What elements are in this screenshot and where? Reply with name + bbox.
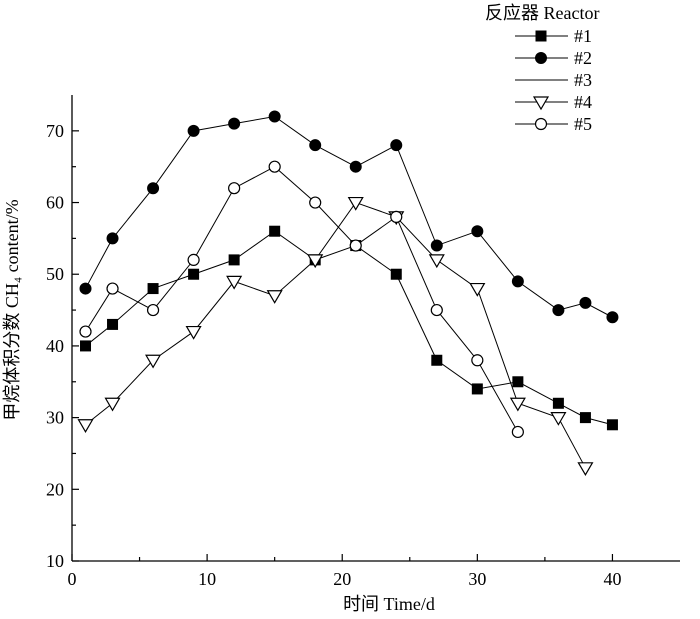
data-point xyxy=(349,160,362,173)
data-point xyxy=(147,182,160,195)
legend-marker xyxy=(532,96,550,111)
x-tick-label: 0 xyxy=(68,569,77,589)
data-point xyxy=(469,282,486,297)
data-point xyxy=(268,110,281,123)
legend-marker xyxy=(534,117,548,131)
data-point xyxy=(79,325,92,338)
legend-item: #5 xyxy=(515,114,592,134)
data-point xyxy=(106,232,119,245)
legend-item: #3 xyxy=(515,70,592,90)
data-point xyxy=(511,275,524,288)
data-point xyxy=(228,182,241,195)
y-tick-label: 40 xyxy=(46,336,64,356)
legend-item: #1 xyxy=(515,26,592,46)
legend-marker xyxy=(535,52,547,64)
data-point xyxy=(107,318,119,330)
legend-item: #4 xyxy=(515,92,592,112)
data-point xyxy=(390,268,402,280)
data-point xyxy=(349,239,362,252)
data-point xyxy=(390,139,403,152)
data-point xyxy=(185,325,202,340)
y-axis-title: 甲烷体积分数 CH₄ content/% xyxy=(2,199,22,420)
data-point xyxy=(307,254,324,269)
data-point xyxy=(471,225,484,238)
data-point xyxy=(471,354,484,367)
series-line xyxy=(85,230,613,426)
series-line xyxy=(85,201,586,469)
y-tick-label: 70 xyxy=(46,121,64,141)
data-point xyxy=(471,383,483,395)
legend: 反应器 Reactor #1#2#3#4#5 xyxy=(485,3,599,134)
data-point xyxy=(269,225,281,237)
legend-label: #1 xyxy=(574,26,592,46)
data-point xyxy=(390,210,403,223)
data-point xyxy=(309,139,322,152)
data-point xyxy=(552,397,564,409)
x-axis-title: 时间 Time/d xyxy=(343,594,435,614)
data-point xyxy=(145,354,162,369)
legend-item: #2 xyxy=(515,48,592,68)
data-point xyxy=(606,311,619,324)
data-point xyxy=(106,282,119,295)
data-point xyxy=(430,239,443,252)
y-tick-label: 50 xyxy=(46,264,64,284)
data-point xyxy=(430,303,443,317)
data-point xyxy=(226,275,243,290)
series-line xyxy=(85,115,613,318)
x-tick-label: 20 xyxy=(333,569,351,589)
legend-label: #4 xyxy=(574,92,592,112)
data-point xyxy=(577,462,594,476)
legend-label: #3 xyxy=(574,70,592,90)
data-point xyxy=(552,304,565,317)
x-tick-label: 40 xyxy=(603,569,621,589)
data-point xyxy=(147,283,159,295)
data-point xyxy=(188,268,200,280)
data-point xyxy=(266,290,283,304)
series-1 xyxy=(80,225,618,431)
y-tick-label: 10 xyxy=(46,551,64,571)
data-point xyxy=(511,425,524,439)
data-point xyxy=(309,196,322,209)
data-point xyxy=(268,160,281,173)
data-point xyxy=(187,253,200,266)
data-point xyxy=(579,412,591,424)
data-point xyxy=(104,397,121,412)
y-tick-label: 60 xyxy=(46,193,64,213)
series-line xyxy=(85,166,519,433)
data-point xyxy=(228,254,240,266)
data-point xyxy=(80,340,92,352)
data-point xyxy=(606,419,618,431)
legend-title: 反应器 Reactor xyxy=(485,3,599,23)
series-5 xyxy=(79,160,524,439)
data-point xyxy=(228,117,241,130)
y-tick-label: 20 xyxy=(46,479,64,499)
legend-label: #5 xyxy=(574,114,592,134)
data-point xyxy=(187,124,200,137)
series-2 xyxy=(79,110,619,324)
data-point xyxy=(431,354,443,366)
series-layer xyxy=(77,110,619,476)
data-point xyxy=(347,196,364,211)
data-point xyxy=(512,376,524,388)
data-point xyxy=(77,419,94,433)
y-tick-label: 30 xyxy=(46,408,64,428)
data-point xyxy=(509,397,526,412)
legend-label: #2 xyxy=(574,48,592,68)
data-point xyxy=(146,303,160,317)
data-point xyxy=(550,412,567,426)
data-point xyxy=(579,296,592,309)
data-point xyxy=(79,282,92,295)
legend-marker xyxy=(535,30,547,42)
x-tick-label: 30 xyxy=(468,569,486,589)
data-point xyxy=(428,254,445,269)
x-tick-label: 10 xyxy=(198,569,216,589)
